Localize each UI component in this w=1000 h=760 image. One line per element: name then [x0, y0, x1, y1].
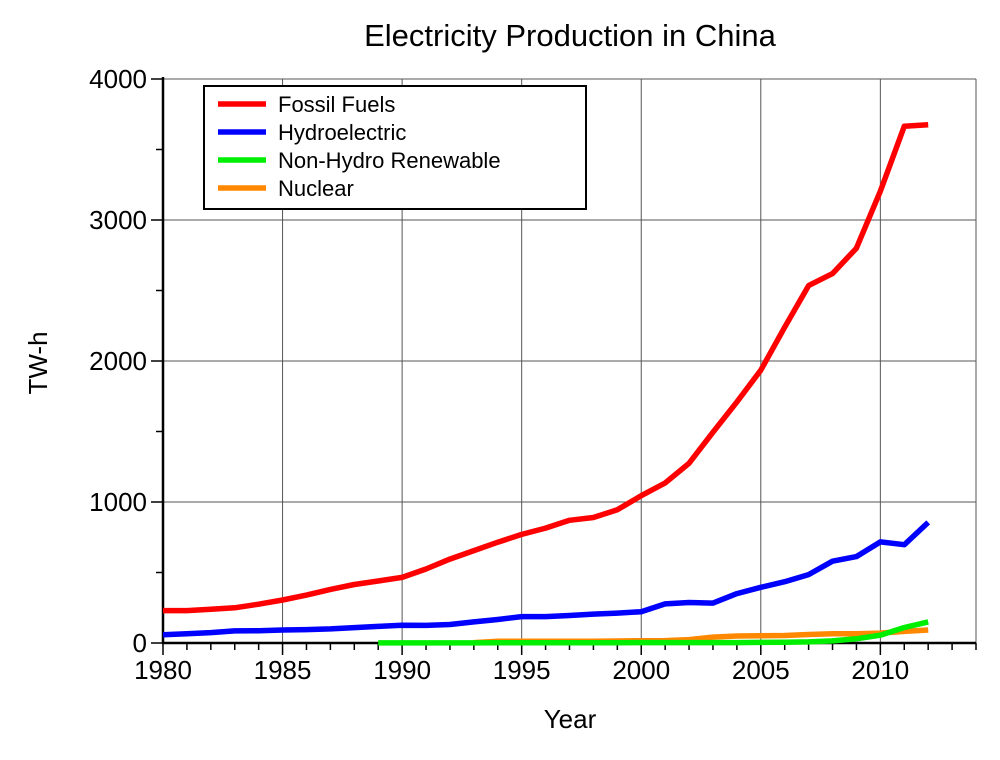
series-line-hydroelectric	[162, 520, 931, 638]
y-axis-label: TW-h	[23, 331, 53, 394]
x-tick-label: 2010	[851, 655, 909, 685]
y-tick-label: 1000	[89, 487, 147, 517]
series-line-non-hydro-renewable	[378, 619, 929, 646]
x-tick-label: 1995	[493, 655, 551, 685]
legend-label-fossil-fuels: Fossil Fuels	[278, 92, 395, 117]
chart-title: Electricity Production in China	[364, 18, 777, 53]
x-tick-label: 1985	[254, 655, 312, 685]
x-tick-label: 1980	[134, 655, 192, 685]
legend-box	[203, 85, 587, 210]
y-tick-label: 0	[133, 628, 147, 658]
x-tick-label: 2005	[732, 655, 790, 685]
series-layer	[162, 122, 931, 646]
legend: Fossil Fuels Hydroelectric Non-Hydro Renew…	[203, 85, 587, 210]
tick-label-layer: 1980 1985 1990 1995 2000 2005 2010 0 1000 2000 300…	[89, 64, 909, 685]
series-line-fossil-fuels	[163, 122, 929, 614]
legend-label-non-hydro-renewable: Non-Hydro Renewable	[278, 148, 501, 173]
legend-label-hydroelectric: Hydroelectric	[278, 120, 406, 145]
y-tick-label: 3000	[89, 205, 147, 235]
x-axis-label: Year	[544, 704, 597, 734]
y-tick-label: 2000	[89, 346, 147, 376]
legend-label-nuclear: Nuclear	[278, 176, 354, 201]
x-tick-label: 2000	[612, 655, 670, 685]
y-tick-label: 4000	[89, 64, 147, 94]
x-tick-label: 1990	[373, 655, 431, 685]
